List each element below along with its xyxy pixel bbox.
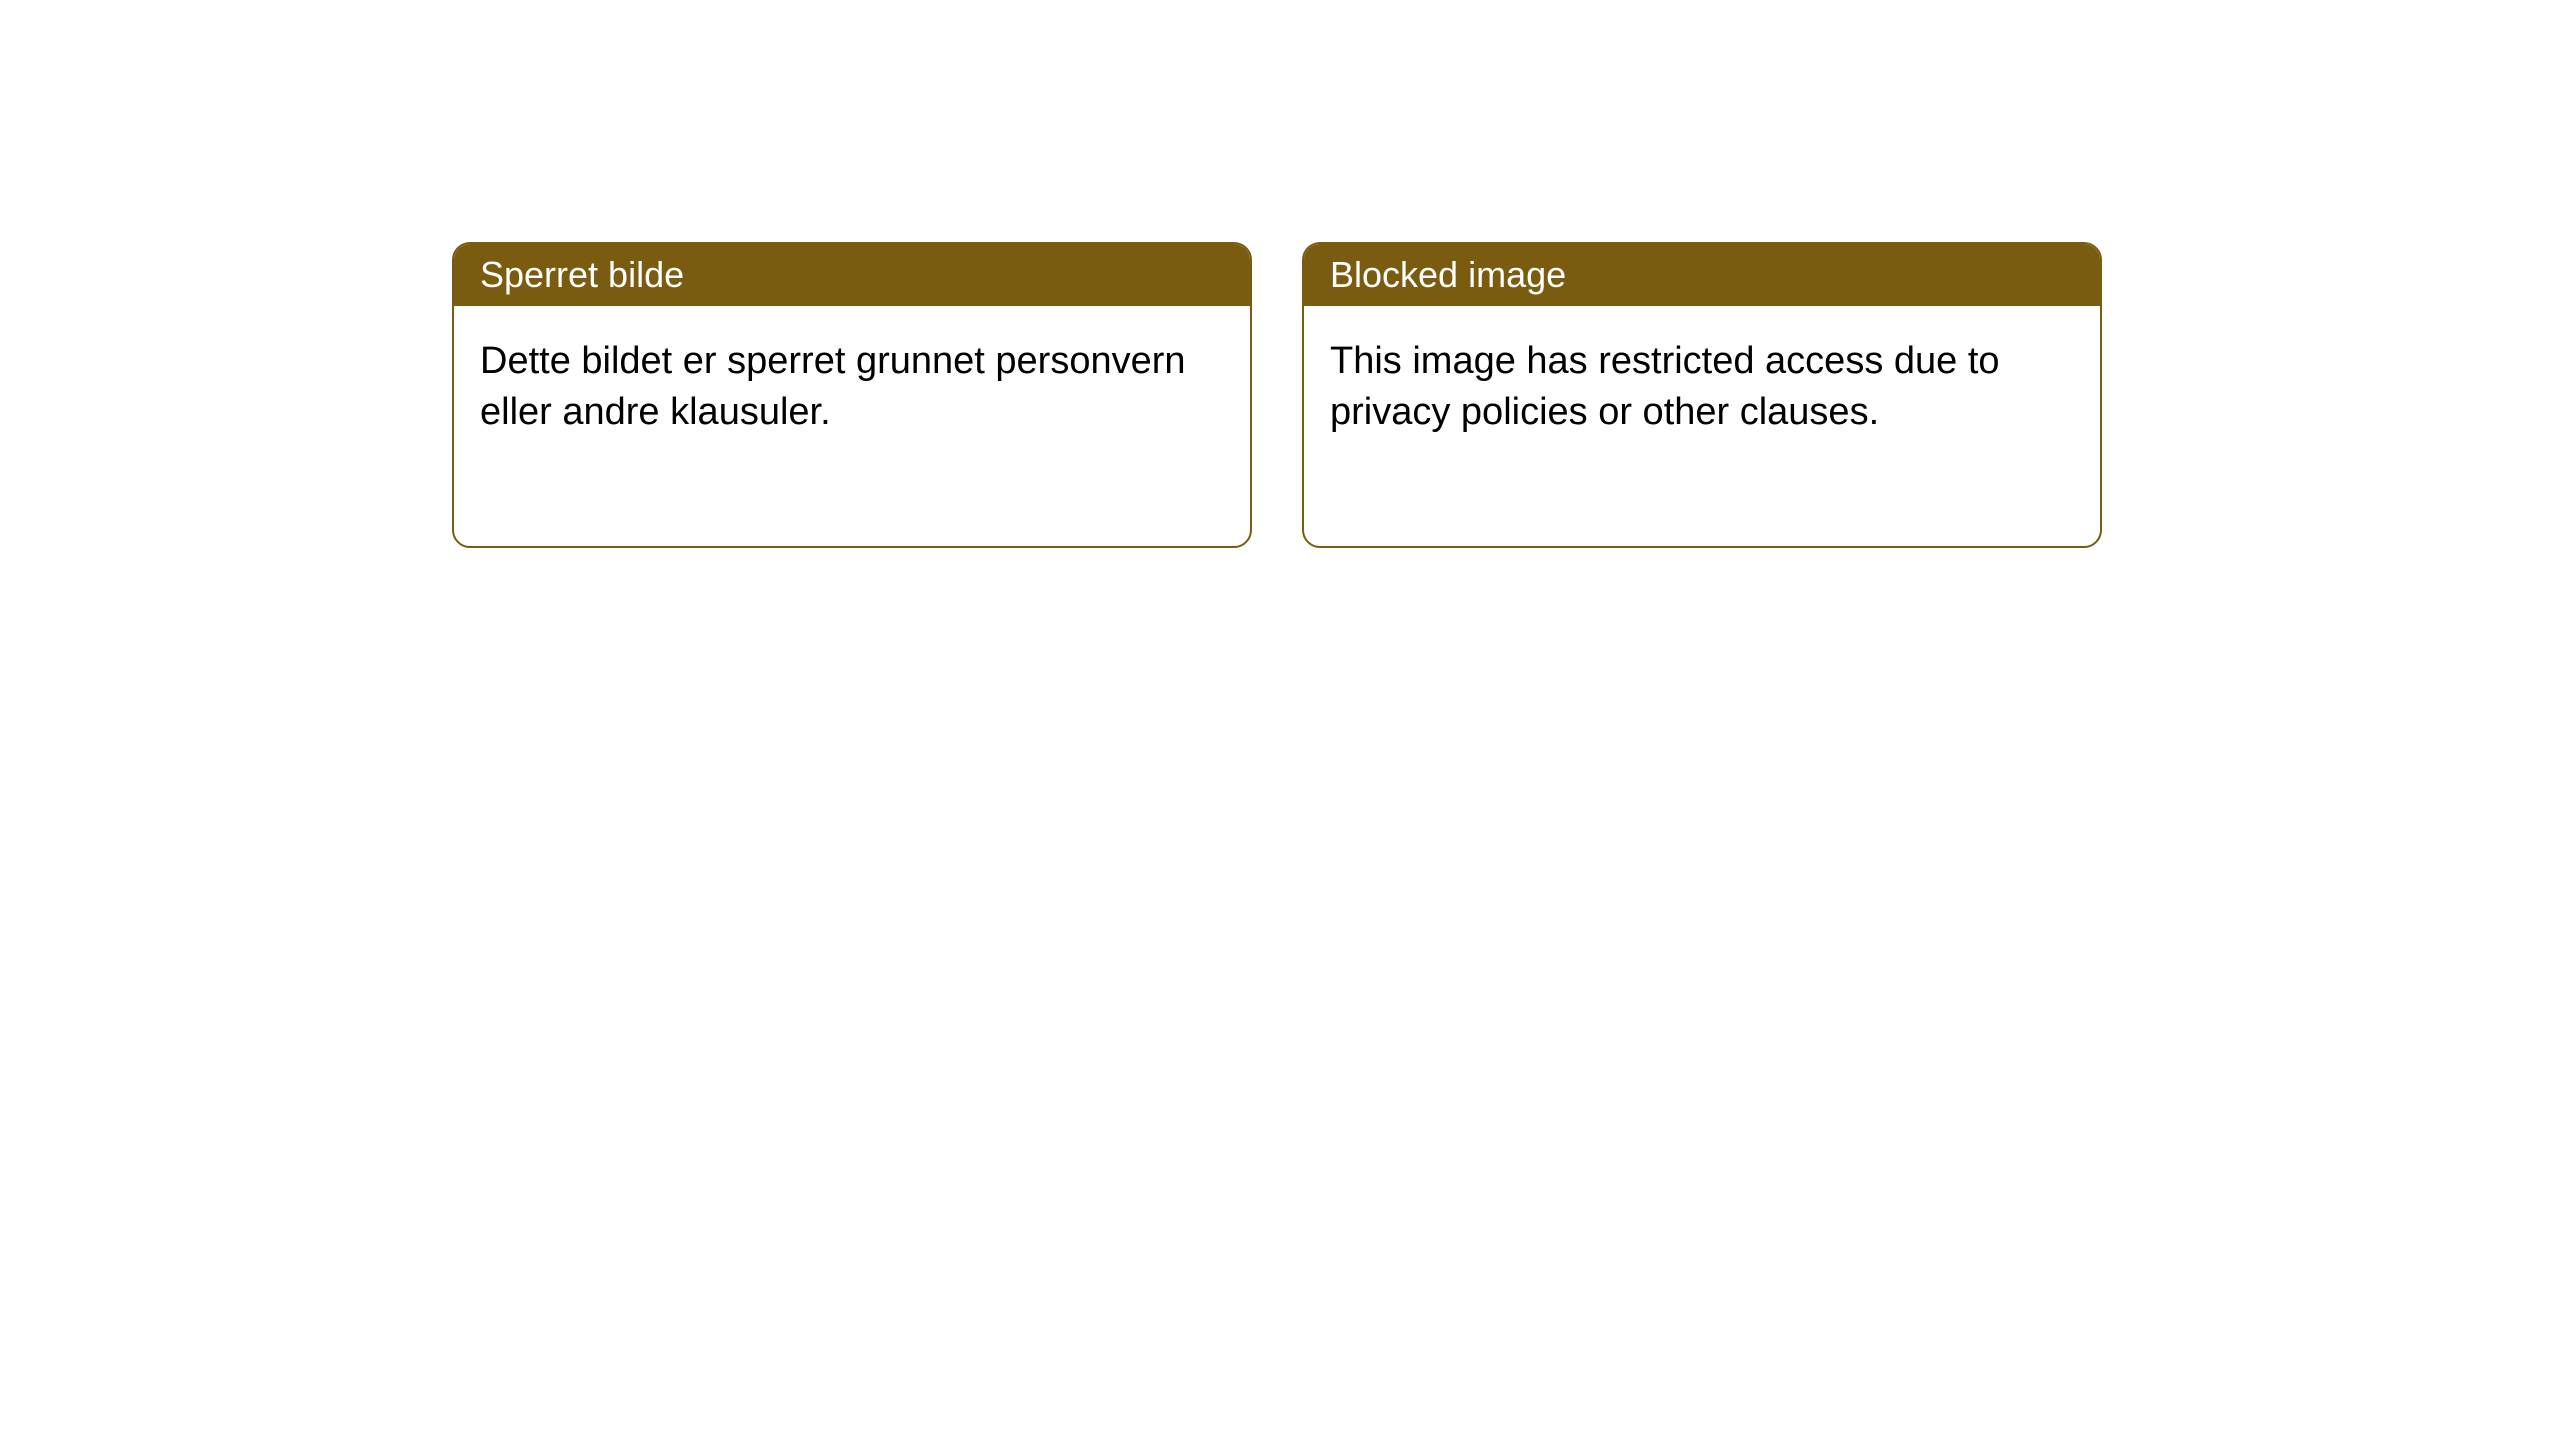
- card-body: Dette bildet er sperret grunnet personve…: [454, 306, 1250, 546]
- card-body-text: This image has restricted access due to …: [1330, 340, 2000, 433]
- card-title: Blocked image: [1330, 254, 1566, 295]
- cards-container: Sperret bilde Dette bildet er sperret gr…: [452, 242, 2102, 548]
- blocked-image-card-english: Blocked image This image has restricted …: [1302, 242, 2102, 548]
- card-header: Sperret bilde: [454, 244, 1250, 306]
- card-body: This image has restricted access due to …: [1304, 306, 2100, 546]
- card-header: Blocked image: [1304, 244, 2100, 306]
- card-body-text: Dette bildet er sperret grunnet personve…: [480, 340, 1186, 433]
- blocked-image-card-norwegian: Sperret bilde Dette bildet er sperret gr…: [452, 242, 1252, 548]
- card-title: Sperret bilde: [480, 254, 684, 295]
